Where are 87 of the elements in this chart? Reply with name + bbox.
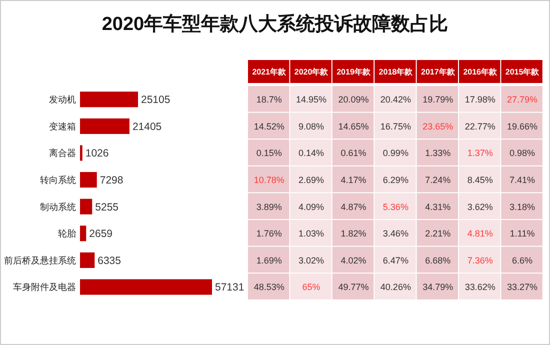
data-label: 2.69% <box>298 174 324 185</box>
data-label: 1.11% <box>510 228 535 239</box>
bar <box>80 252 95 268</box>
text: 2020年车型年款八大系统投诉故障数占比 <box>102 13 448 35</box>
y-tick-label: 车身附件及电器 <box>13 282 76 292</box>
data-label: 2659 <box>89 228 113 240</box>
x-tick-label: 2018年款 <box>378 67 414 76</box>
data-label: 0.61% <box>340 148 366 158</box>
x-tick-label: 2015年款 <box>505 67 540 76</box>
data-label: 4.02% <box>340 255 366 266</box>
y-tick-label: 转向系统 <box>40 174 76 185</box>
data-label: 7.24% <box>425 174 451 185</box>
data-label: 5255 <box>95 201 119 214</box>
data-label: 57131 <box>215 282 244 294</box>
data-label: 4.81% <box>467 228 493 239</box>
bar <box>80 172 97 188</box>
x-tick-label: 2016年款 <box>463 67 498 76</box>
data-label: 17.98% <box>464 94 496 105</box>
y-tick-label: 离合器 <box>49 148 76 158</box>
y-tick-label: 轮胎 <box>58 228 76 239</box>
x-tick-label: 2021年款 <box>252 67 287 76</box>
data-label: 7.36% <box>467 255 493 266</box>
data-label: 6335 <box>98 254 122 267</box>
x-tick-label: 2020年款 <box>294 67 330 76</box>
data-label: 1.37% <box>467 148 493 158</box>
data-label: 1.33% <box>425 148 451 158</box>
data-label: 3.62% <box>467 202 493 212</box>
data-label: 14.52% <box>254 121 284 132</box>
y-tick-label: 发动机 <box>49 94 76 105</box>
bar <box>80 279 212 295</box>
data-label: 4.09% <box>298 202 324 212</box>
data-label: 7.41% <box>510 174 536 185</box>
data-label: 23.65% <box>422 121 454 132</box>
data-label: 65% <box>302 282 320 292</box>
data-label: 4.17% <box>340 174 366 185</box>
data-label: 3.18% <box>510 202 536 212</box>
data-label: 10.78% <box>254 174 284 185</box>
data-label: 6.29% <box>382 174 408 185</box>
data-label: 34.79% <box>422 282 454 292</box>
data-label: 1.76% <box>256 228 282 239</box>
data-label: 1026 <box>85 148 109 160</box>
data-label: 3.02% <box>298 255 324 266</box>
data-label: 1.82% <box>340 228 366 239</box>
y-tick-label: 制动系统 <box>40 202 76 212</box>
data-label: 33.62% <box>464 282 496 292</box>
data-label: 8.45% <box>467 174 493 185</box>
data-label: 0.98% <box>510 148 536 158</box>
data-label: 4.31% <box>425 202 451 212</box>
data-label: 27.79% <box>507 94 538 105</box>
bar <box>80 226 86 242</box>
x-tick-label: 2019年款 <box>336 67 372 76</box>
data-label: 20.42% <box>380 94 411 105</box>
data-label: 14.95% <box>296 94 327 105</box>
data-label: 20.09% <box>338 94 369 105</box>
bar <box>80 198 92 214</box>
data-label: 1.69% <box>256 255 282 266</box>
data-label: 3.89% <box>256 202 282 212</box>
data-label: 0.99% <box>382 148 408 158</box>
data-label: 2.21% <box>425 228 451 239</box>
bar <box>80 92 138 108</box>
data-label: 4.87% <box>340 202 366 212</box>
data-label: 33.27% <box>507 282 538 292</box>
data-label: 19.79% <box>422 94 454 105</box>
data-label: 18.7% <box>256 94 282 105</box>
data-label: 16.75% <box>380 121 411 132</box>
y-tick-label: 前后桥及悬挂系统 <box>4 255 76 266</box>
data-label: 22.77% <box>464 121 496 132</box>
data-label: 21405 <box>132 120 162 133</box>
data-label: 0.14% <box>298 148 324 158</box>
data-label: 49.77% <box>338 282 369 292</box>
data-label: 14.65% <box>338 121 369 132</box>
data-label: 3.46% <box>382 228 408 239</box>
data-label: 40.26% <box>380 282 411 292</box>
x-tick-label: 2017年款 <box>421 67 456 76</box>
data-label: 48.53% <box>254 282 284 292</box>
data-label: 6.6% <box>512 255 533 266</box>
data-label: 6.47% <box>382 255 408 266</box>
data-label: 9.08% <box>298 121 324 132</box>
data-label: 5.36% <box>382 202 408 212</box>
data-label: 1.03% <box>298 228 324 239</box>
bar <box>80 118 130 134</box>
data-label: 0.15% <box>256 148 282 158</box>
data-label: 25105 <box>141 94 170 106</box>
y-tick-label: 变速箱 <box>49 121 76 132</box>
data-label: 6.68% <box>425 255 451 266</box>
data-label: 19.66% <box>507 121 538 132</box>
data-label: 7298 <box>100 174 124 186</box>
